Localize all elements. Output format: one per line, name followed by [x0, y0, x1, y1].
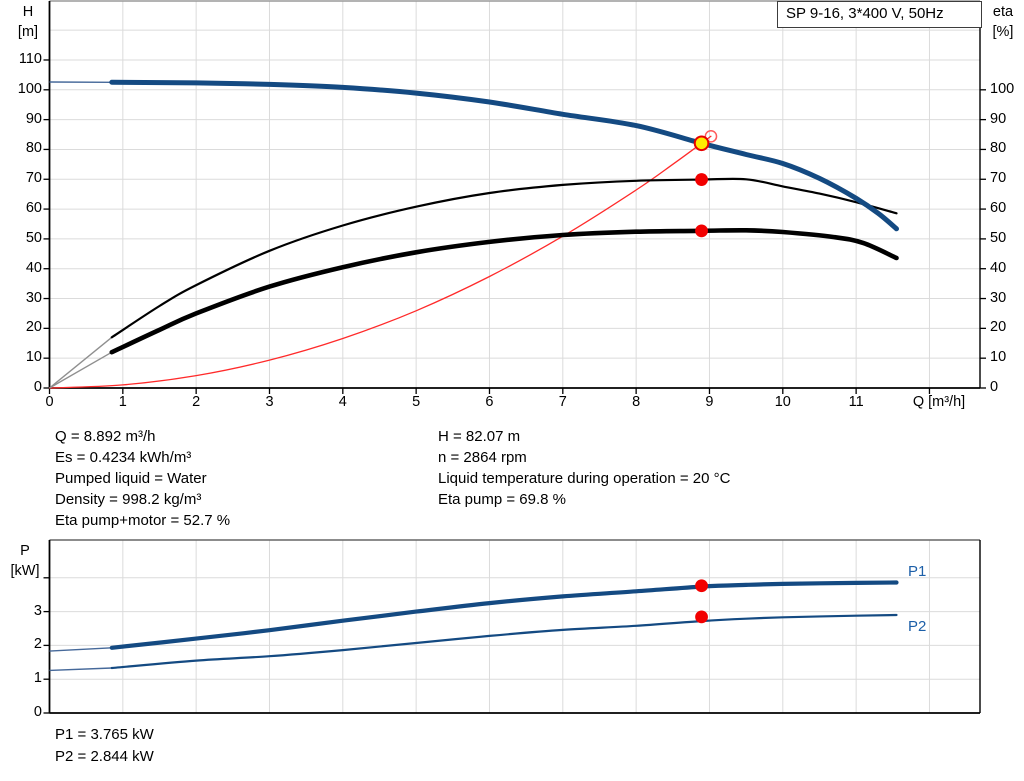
- axis-ticks: [43, 577, 50, 714]
- info-line-liquid: Pumped liquid = Water: [55, 470, 207, 487]
- p2-curve-lead: [49, 667, 112, 672]
- p2-curve-label: P2: [908, 618, 927, 635]
- requested-duty-point-marker: [704, 129, 718, 143]
- x-tick-label: 4: [338, 394, 347, 410]
- x-tick-label: 7: [558, 394, 567, 410]
- y-left-tick-label: 70: [25, 170, 42, 187]
- operating-point-marker: [695, 610, 708, 624]
- info-line-q: Q = 8.892 m³/h: [55, 428, 156, 445]
- power-chart: [43, 539, 981, 714]
- info-line-density: Density = 998.2 kg/m³: [55, 491, 202, 508]
- y-right-tick-label: 80: [990, 140, 1007, 157]
- left-axis-title-symbol: H: [22, 4, 34, 20]
- x-tick-label: 9: [705, 394, 714, 410]
- x-tick-label: 2: [192, 394, 201, 410]
- y-right-tick-label: 60: [990, 200, 1007, 217]
- y-left-tick-label: 50: [25, 229, 42, 246]
- p2-curve: [110, 613, 898, 670]
- right-axis-title: eta [%]: [982, 2, 1024, 42]
- x-tick-label: 1: [118, 394, 127, 410]
- power-axis-title-symbol: P: [20, 543, 30, 559]
- plot-border: [48, 0, 981, 389]
- y-left-tick-label: 100: [17, 80, 42, 97]
- left-axis-title: H [m]: [6, 2, 50, 42]
- y-right-tick-label: 0: [990, 379, 999, 395]
- y-left-tick-label: 110: [18, 50, 42, 67]
- p1-curve-label: P1: [908, 563, 927, 580]
- eta-pump-curve: [110, 177, 898, 339]
- gridlines: [49, 540, 980, 713]
- x-axis-title: Q [m³/h]: [912, 394, 966, 410]
- hq-eta-chart: [43, 0, 986, 394]
- y-left-tick-label: 60: [25, 200, 42, 217]
- y-left-tick-label: 10: [25, 349, 42, 366]
- power-line-p1: P1 = 3.765 kW: [55, 726, 154, 743]
- operating-point-marker: [695, 173, 708, 186]
- y-left-tick-label: 2: [33, 636, 42, 653]
- info-line-es: Es = 0.4234 kWh/m³: [55, 449, 192, 466]
- axis-ticks: [43, 59, 986, 394]
- power-axis-title: P [kW]: [2, 541, 48, 581]
- operating-point-marker: [695, 579, 708, 593]
- y-left-tick-label: 0: [33, 704, 42, 720]
- operating-point-marker: [695, 224, 708, 238]
- x-tick-label: 8: [632, 394, 641, 410]
- eta-pump-motor-curve-lead: [49, 351, 113, 389]
- y-right-tick-label: 100: [990, 80, 1015, 97]
- x-tick-label: 3: [265, 394, 274, 410]
- eta-pump-curve-lead: [49, 336, 113, 389]
- gridlines: [49, 1, 980, 388]
- y-left-tick-label: 0: [33, 379, 42, 395]
- info-line-eta-pump: Eta pump = 69.8 %: [438, 491, 566, 508]
- x-tick-label: 11: [848, 394, 864, 410]
- p1-curve: [109, 580, 899, 650]
- info-line-h: H = 82.07 m: [438, 428, 521, 445]
- y-right-tick-label: 90: [990, 110, 1007, 127]
- power-readout: P1 = 3.765 kW P2 = 2.844 kW: [55, 724, 154, 767]
- y-left-tick-label: 40: [25, 259, 42, 276]
- y-right-tick-label: 30: [990, 289, 1007, 306]
- right-axis-title-unit: [%]: [992, 24, 1014, 40]
- y-left-tick-label: 20: [25, 319, 42, 336]
- y-left-tick-label: 80: [25, 140, 42, 157]
- y-right-tick-label: 70: [990, 170, 1007, 187]
- y-right-tick-label: 50: [990, 229, 1007, 246]
- y-right-tick-label: 10: [990, 349, 1007, 366]
- plot-border: [48, 539, 981, 714]
- y-right-tick-label: 40: [990, 259, 1007, 276]
- x-tick-label: 10: [774, 394, 791, 410]
- p1-curve-lead: [49, 647, 112, 652]
- info-line-eta-pump-motor: Eta pump+motor = 52.7 %: [55, 512, 231, 529]
- x-tick-label: 0: [45, 394, 54, 410]
- y-right-tick-label: 20: [990, 319, 1007, 336]
- y-left-tick-label: 90: [25, 110, 42, 127]
- x-tick-label: 6: [485, 394, 494, 410]
- right-axis-title-symbol: eta: [992, 4, 1014, 20]
- y-left-tick-label: 30: [25, 289, 42, 306]
- duty-point-marker: [693, 135, 710, 152]
- left-axis-title-unit: [m]: [17, 24, 39, 40]
- y-left-tick-label: 3: [33, 602, 42, 619]
- x-tick-label: 5: [412, 394, 421, 410]
- system-curve: [48, 135, 712, 389]
- pump-type-legend: SP 9-16, 3*400 V, 50Hz: [777, 1, 982, 28]
- y-left-tick-label: 1: [33, 670, 42, 687]
- power-line-p2: P2 = 2.844 kW: [55, 747, 154, 765]
- info-panel-left: Q = 8.892 m³/h Es = 0.4234 kWh/m³ Pumped…: [55, 426, 230, 531]
- head-curve: [109, 79, 899, 232]
- info-line-temperature: Liquid temperature during operation = 20…: [438, 470, 731, 487]
- info-line-n: n = 2864 rpm: [438, 449, 527, 466]
- info-panel-right: H = 82.07 m n = 2864 rpm Liquid temperat…: [438, 426, 730, 510]
- power-axis-title-unit: [kW]: [10, 563, 40, 579]
- eta-pump-motor-curve: [109, 227, 899, 355]
